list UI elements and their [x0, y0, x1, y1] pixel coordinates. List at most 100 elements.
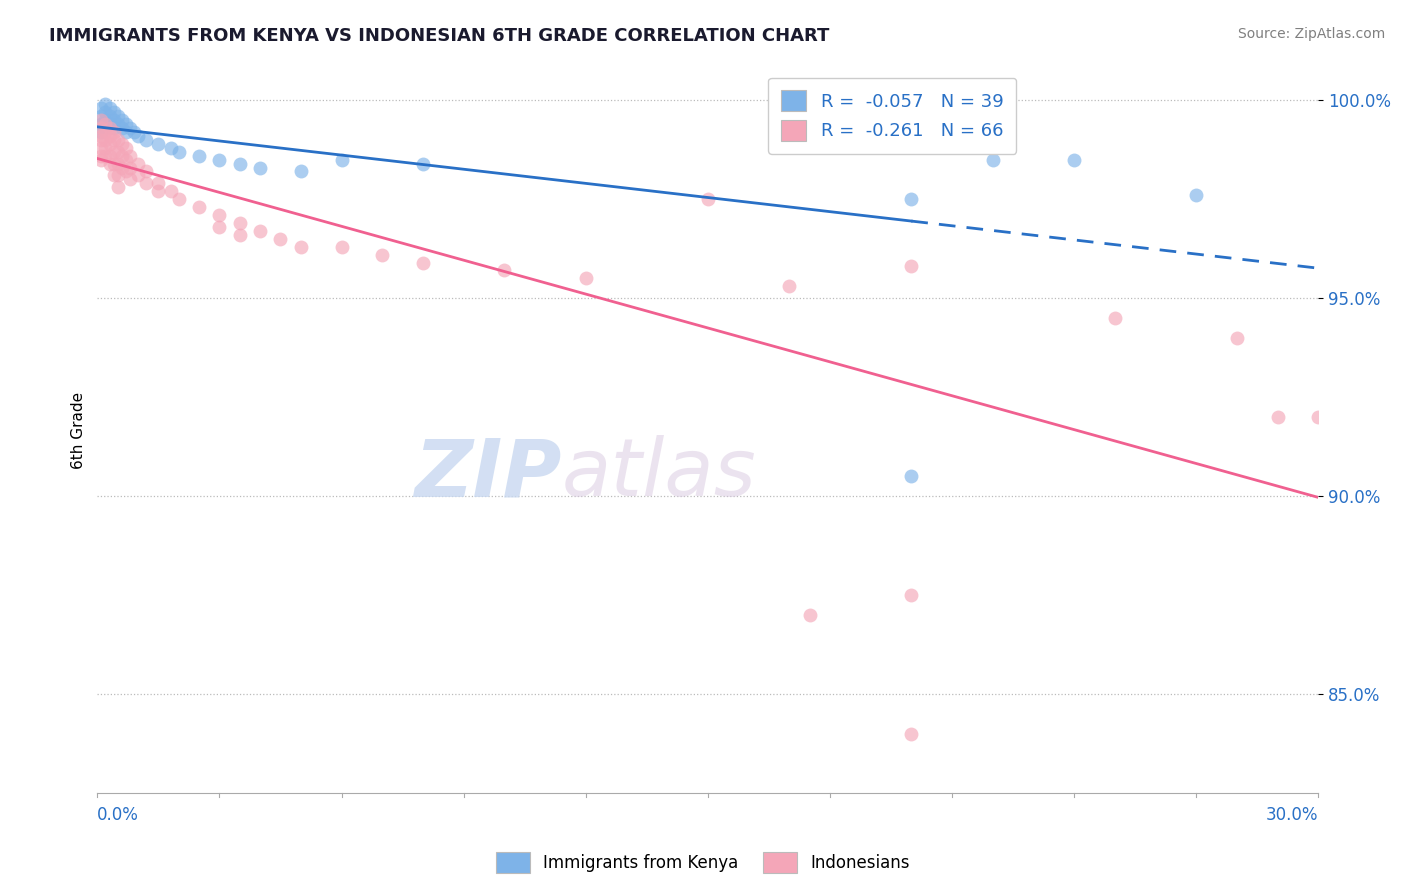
- Point: [118, 172, 141, 186]
- Point: [111, 120, 134, 135]
- Point: [107, 133, 129, 147]
- Point: [135, 177, 157, 191]
- Point: [127, 156, 149, 170]
- Point: [229, 216, 252, 230]
- Point: [98, 148, 121, 162]
- Point: [115, 164, 138, 178]
- Point: [103, 133, 125, 147]
- Point: [118, 120, 141, 135]
- Point: [98, 128, 121, 143]
- Point: [118, 148, 141, 162]
- Point: [94, 105, 117, 120]
- Point: [208, 153, 231, 167]
- Point: [103, 113, 125, 128]
- Point: [94, 141, 117, 155]
- Point: [98, 120, 121, 135]
- Point: [111, 161, 134, 175]
- Point: [111, 148, 134, 162]
- Point: [98, 101, 121, 115]
- Point: [159, 184, 181, 198]
- Point: [159, 141, 181, 155]
- Point: [148, 184, 170, 198]
- Point: [188, 200, 211, 214]
- Point: [103, 145, 125, 159]
- Point: [94, 113, 117, 128]
- Point: [900, 588, 922, 602]
- Point: [107, 145, 129, 159]
- Point: [208, 208, 231, 222]
- Point: [90, 148, 112, 162]
- Point: [269, 232, 291, 246]
- Point: [115, 141, 138, 155]
- Point: [188, 148, 211, 162]
- Point: [90, 113, 112, 128]
- Point: [696, 192, 718, 206]
- Point: [575, 271, 598, 285]
- Point: [1308, 409, 1330, 424]
- Point: [1063, 153, 1085, 167]
- Point: [94, 125, 117, 139]
- Point: [94, 148, 117, 162]
- Text: atlas: atlas: [561, 435, 756, 513]
- Point: [135, 133, 157, 147]
- Point: [90, 133, 112, 147]
- Point: [249, 161, 271, 175]
- Point: [90, 128, 112, 143]
- Point: [122, 125, 145, 139]
- Point: [412, 156, 434, 170]
- Point: [94, 117, 117, 131]
- Point: [290, 240, 312, 254]
- Point: [103, 169, 125, 183]
- Point: [127, 128, 149, 143]
- Point: [167, 192, 190, 206]
- Point: [98, 136, 121, 151]
- Point: [90, 101, 112, 115]
- Point: [208, 219, 231, 234]
- Point: [90, 120, 112, 135]
- Point: [371, 247, 394, 261]
- Point: [90, 141, 112, 155]
- Point: [148, 177, 170, 191]
- Point: [1267, 409, 1289, 424]
- Point: [90, 125, 112, 139]
- Point: [103, 120, 125, 135]
- Text: IMMIGRANTS FROM KENYA VS INDONESIAN 6TH GRADE CORRELATION CHART: IMMIGRANTS FROM KENYA VS INDONESIAN 6TH …: [49, 27, 830, 45]
- Point: [107, 169, 129, 183]
- Point: [94, 97, 117, 112]
- Point: [412, 255, 434, 269]
- Point: [90, 117, 112, 131]
- Point: [1226, 331, 1249, 345]
- Point: [148, 136, 170, 151]
- Point: [107, 180, 129, 194]
- Point: [111, 136, 134, 151]
- Point: [107, 109, 129, 123]
- Point: [494, 263, 516, 277]
- Point: [103, 156, 125, 170]
- Point: [118, 161, 141, 175]
- Legend: Immigrants from Kenya, Indonesians: Immigrants from Kenya, Indonesians: [489, 846, 917, 880]
- Legend: R =  -0.057   N = 39, R =  -0.261   N = 66: R = -0.057 N = 39, R = -0.261 N = 66: [769, 78, 1017, 153]
- Point: [103, 125, 125, 139]
- Point: [103, 105, 125, 120]
- Point: [900, 727, 922, 741]
- Point: [900, 469, 922, 483]
- Point: [98, 117, 121, 131]
- Point: [249, 224, 271, 238]
- Point: [778, 279, 800, 293]
- Point: [900, 192, 922, 206]
- Point: [290, 164, 312, 178]
- Point: [115, 153, 138, 167]
- Point: [90, 153, 112, 167]
- Point: [229, 227, 252, 242]
- Point: [167, 145, 190, 159]
- Point: [90, 109, 112, 123]
- Point: [98, 156, 121, 170]
- Point: [1104, 310, 1126, 325]
- Point: [115, 117, 138, 131]
- Point: [900, 260, 922, 274]
- Text: 0.0%: 0.0%: [97, 806, 139, 824]
- Point: [330, 153, 353, 167]
- Point: [1185, 188, 1208, 202]
- Text: Source: ZipAtlas.com: Source: ZipAtlas.com: [1237, 27, 1385, 41]
- Point: [330, 240, 353, 254]
